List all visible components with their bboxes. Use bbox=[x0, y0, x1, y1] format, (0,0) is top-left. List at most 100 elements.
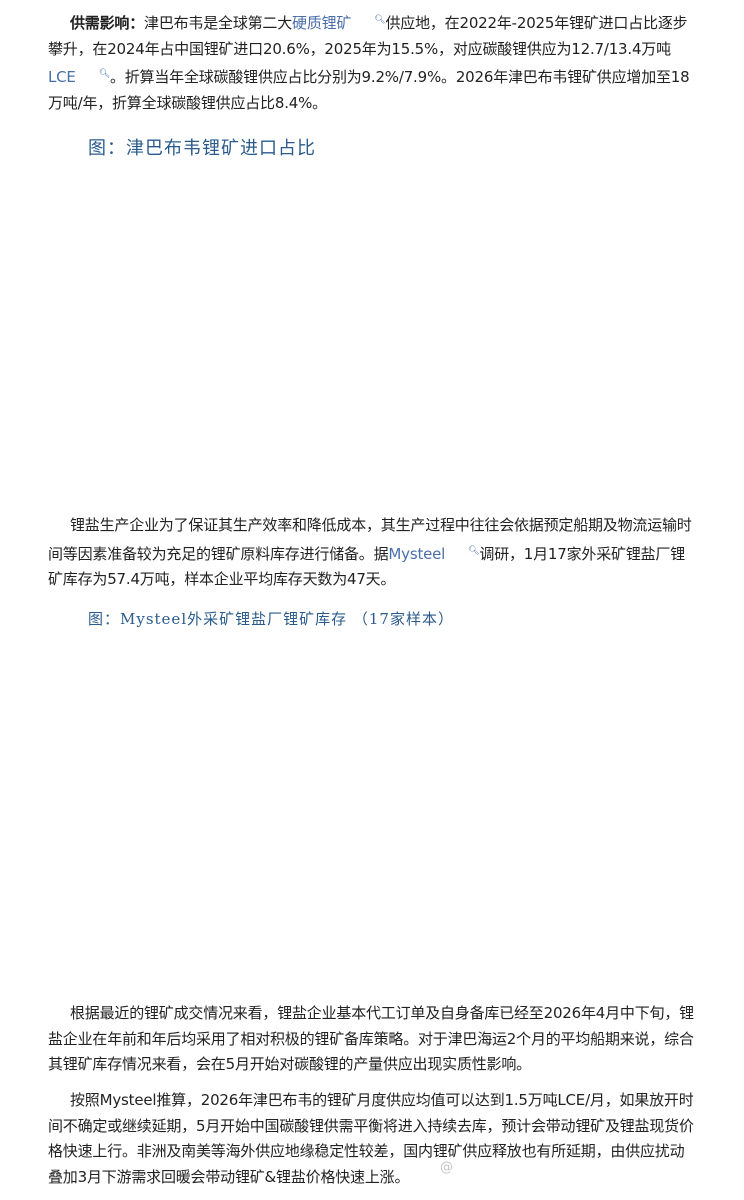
y-left-tick-label: 2,000,000 bbox=[77, 407, 133, 420]
bar-china-total bbox=[198, 386, 220, 472]
bar-zimbabwe bbox=[462, 436, 484, 472]
paragraph-supply-impact: 供需影响：津巴布韦是全球第二大硬质锂矿 🔍︎供应地，在2022年-2025年锂矿进… bbox=[48, 8, 698, 116]
bar-incoming-ore bbox=[538, 725, 554, 745]
legend-label-incoming-ore: 后续送矿（吨） bbox=[394, 651, 492, 666]
y-right-tick-label: 5.0% bbox=[543, 413, 571, 426]
paragraph-inventory: 锂盐生产企业为了保证其生产效率和降低成本，其生产过程中往往会依据预定船期及物流运… bbox=[48, 513, 698, 593]
bar-plant-inventory bbox=[297, 802, 314, 913]
y-left-tick-label: 4,000,000 bbox=[77, 348, 133, 361]
bar-china-total bbox=[295, 342, 317, 472]
y-tick-label: 500000 bbox=[74, 743, 116, 756]
paragraph-forecast: 按照Mysteel推算，2026年津巴布韦的锂矿月度供应均值可以达到1.5万吨L… bbox=[48, 1091, 694, 1186]
x-tick-label: 2025年10月 bbox=[381, 920, 433, 972]
y-tick-label: 600000 bbox=[74, 711, 116, 724]
bar-plant-inventory bbox=[538, 744, 554, 913]
y-left-tick-label: 6,000,000 bbox=[77, 289, 133, 302]
x-tick-label: 2025年12月 bbox=[462, 920, 514, 972]
bar-plant-inventory bbox=[257, 816, 274, 913]
y-left-tick-label: 5,000,000 bbox=[77, 319, 133, 332]
x-tick-label: 2024 bbox=[376, 482, 404, 495]
y-right-tick-label: 25.0% bbox=[543, 201, 578, 214]
y-right-tick-label: 20.0% bbox=[543, 254, 578, 267]
y-right-tick-label: 15.0% bbox=[543, 307, 578, 320]
text: 。折算当年全球碳酸锂供应占比分别为9.2%/7.9%。2026年津巴布韦锂矿供应… bbox=[48, 68, 690, 112]
legend-swatch-plant-inventory bbox=[186, 655, 193, 662]
y-tick-label: 300000 bbox=[74, 809, 116, 822]
x-tick-label: 2025年5月 bbox=[186, 920, 234, 968]
bar-china-total bbox=[489, 243, 511, 472]
bar-plant-inventory bbox=[457, 790, 474, 913]
bar-zimbabwe bbox=[268, 460, 290, 472]
link-text[interactable]: 硬质锂矿 bbox=[292, 14, 352, 32]
lead-label: 供需影响： bbox=[70, 14, 145, 32]
paragraph-stocking: 根据最近的锂矿成交情况来看，锂盐企业基本代工订单及自身备库已经至2026年4月中… bbox=[48, 1004, 694, 1073]
legend-swatch-share-line bbox=[441, 191, 514, 195]
x-tick-label: 2025 bbox=[473, 482, 501, 495]
x-tick-label: 2025年8月 bbox=[306, 920, 354, 968]
y-left-tick-label: 8,000,000 bbox=[77, 230, 133, 243]
bar-incoming-ore bbox=[457, 728, 474, 791]
link-mysteel[interactable]: Mysteel 🔍︎ bbox=[388, 545, 479, 563]
x-tick-label: 2025年11月 bbox=[422, 920, 474, 972]
x-tick-label: 2022 bbox=[182, 482, 210, 495]
text: 调研，1月17家外采矿锂盐厂锂矿库存为57.4万吨，样本企业平均库存天数为47天… bbox=[48, 544, 686, 589]
bar-china-total bbox=[392, 307, 414, 472]
x-tick-label: 2025年7月 bbox=[266, 920, 314, 968]
x-tick-label: 2025年9月 bbox=[346, 920, 394, 968]
bar-plant-inventory bbox=[137, 866, 153, 913]
bar-plant-inventory bbox=[497, 758, 514, 913]
link-hard-rock-lithium[interactable]: 硬质锂矿 🔍︎ bbox=[292, 14, 386, 32]
text: 锂盐生产企业为了保证其生产效率和降低成本，其生产过程中往往会依据预定船期及物流运… bbox=[48, 516, 692, 563]
y-tick-label: 0 bbox=[109, 907, 116, 920]
y-tick-label: 400000 bbox=[74, 776, 116, 789]
bar-plant-inventory bbox=[217, 836, 234, 913]
x-tick-label: 2025年6月 bbox=[226, 920, 274, 968]
line-share-series bbox=[180, 250, 475, 454]
x-tick-label: 2025年4月 bbox=[146, 920, 194, 968]
bar-plant-inventory bbox=[177, 856, 194, 913]
bar-plant-inventory bbox=[417, 806, 434, 913]
legend-swatch-china-total bbox=[289, 189, 313, 195]
legend-label-plant-inventory: 在厂库存（吨） bbox=[196, 651, 294, 666]
bar-incoming-ore bbox=[137, 845, 153, 867]
x-tick-label: 2023 bbox=[279, 482, 307, 495]
legend-label-china-total: 中国总进口 bbox=[316, 186, 371, 200]
bar-incoming-ore bbox=[177, 821, 194, 857]
chart1-title: 图：津巴布韦锂矿进口占比 bbox=[88, 138, 316, 159]
y-right-tick-label: 0.0% bbox=[543, 466, 571, 479]
legend-swatch-zimbabwe bbox=[147, 189, 170, 195]
x-tick-label: 2026年1月 bbox=[506, 920, 554, 968]
bar-incoming-ore bbox=[257, 769, 274, 817]
search-icon[interactable]: 🔍︎ bbox=[468, 545, 480, 556]
y-tick-label: 700000 bbox=[74, 678, 116, 691]
text: 供应地，在2022年-2025年锂矿进口占比逐步攀升，在2024年占中国锂矿进口… bbox=[48, 14, 688, 58]
search-icon[interactable]: 🔍︎ bbox=[98, 69, 110, 79]
legend-swatch-incoming-ore bbox=[384, 655, 391, 662]
bar-incoming-ore bbox=[217, 791, 234, 837]
bar-zimbabwe bbox=[365, 438, 387, 472]
y-right-tick-label: 10.0% bbox=[543, 360, 578, 373]
text: 津巴布韦是全球第二大 bbox=[144, 14, 293, 32]
y-left-tick-label: 3,000,000 bbox=[77, 378, 133, 391]
y-left-tick-label: 9,000,000 bbox=[77, 201, 133, 214]
y-tick-label: 100000 bbox=[74, 874, 116, 887]
watermark: @ bbox=[440, 1160, 453, 1175]
y-left-tick-label: 7,000,000 bbox=[77, 260, 133, 273]
link-text[interactable]: LCE bbox=[48, 68, 76, 86]
bar-incoming-ore bbox=[497, 716, 514, 759]
search-icon[interactable]: 🔍︎ bbox=[374, 15, 386, 25]
x-tick-label: 2025年3月 bbox=[105, 920, 153, 968]
y-tick-label: 200000 bbox=[74, 842, 116, 855]
y-left-tick-label: 1,000,000 bbox=[77, 437, 133, 450]
bar-zimbabwe bbox=[171, 470, 193, 472]
bar-incoming-ore bbox=[417, 753, 434, 807]
bar-incoming-ore bbox=[337, 779, 354, 813]
bar-incoming-ore bbox=[377, 769, 394, 808]
link-lce[interactable]: LCE 🔍︎ bbox=[48, 68, 110, 86]
legend-label-zimbabwe: 津巴布韦 bbox=[173, 187, 217, 200]
link-text[interactable]: Mysteel bbox=[388, 544, 446, 563]
bar-plant-inventory bbox=[377, 807, 394, 913]
chart2-title: 图：Mysteel外采矿锂盐厂锂矿库存 （17家样本） bbox=[88, 610, 454, 628]
bar-incoming-ore bbox=[297, 754, 314, 803]
bar-plant-inventory bbox=[337, 812, 354, 913]
